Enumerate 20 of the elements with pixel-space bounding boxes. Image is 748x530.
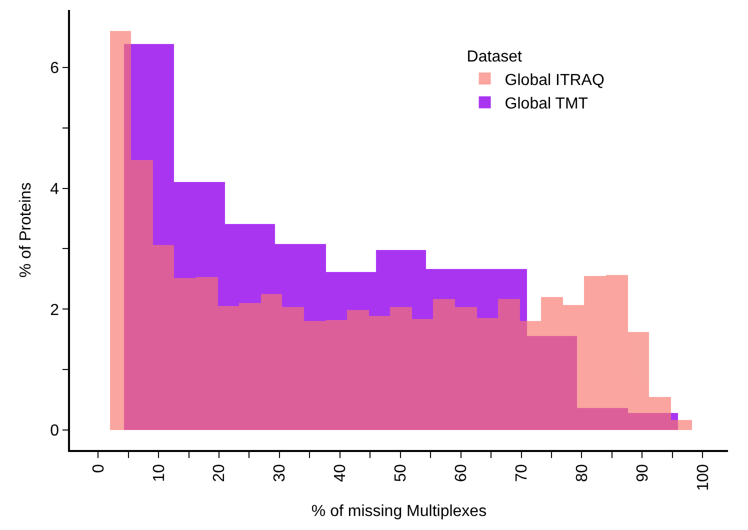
x-tick-label: 90: [634, 464, 652, 482]
x-tick-label: 20: [211, 464, 228, 482]
legend-label: Global TMT: [504, 96, 588, 113]
x-tick-label: 30: [272, 464, 289, 482]
legend-label: Global ITRAQ: [504, 72, 604, 89]
x-tick-label: 80: [574, 464, 591, 482]
x-tick-label: 0: [90, 464, 108, 474]
y-tick-label: 2: [50, 302, 60, 319]
y-axis-title: % of Proteins: [18, 182, 35, 278]
y-tick-label: 6: [50, 60, 60, 78]
x-tick-label: 60: [453, 464, 470, 482]
x-tick-label: 100: [694, 464, 712, 491]
y-tick-label: 0: [50, 422, 60, 440]
x-axis-title: % of missing Multiplexes: [311, 503, 487, 520]
y-tick-label: 4: [50, 180, 60, 198]
x-tick-label: 70: [513, 464, 530, 482]
x-tick-label: 40: [332, 464, 350, 482]
x-tick-label: 50: [392, 464, 410, 482]
x-tick-label: 10: [150, 464, 168, 482]
legend-title: Dataset: [466, 48, 522, 66]
